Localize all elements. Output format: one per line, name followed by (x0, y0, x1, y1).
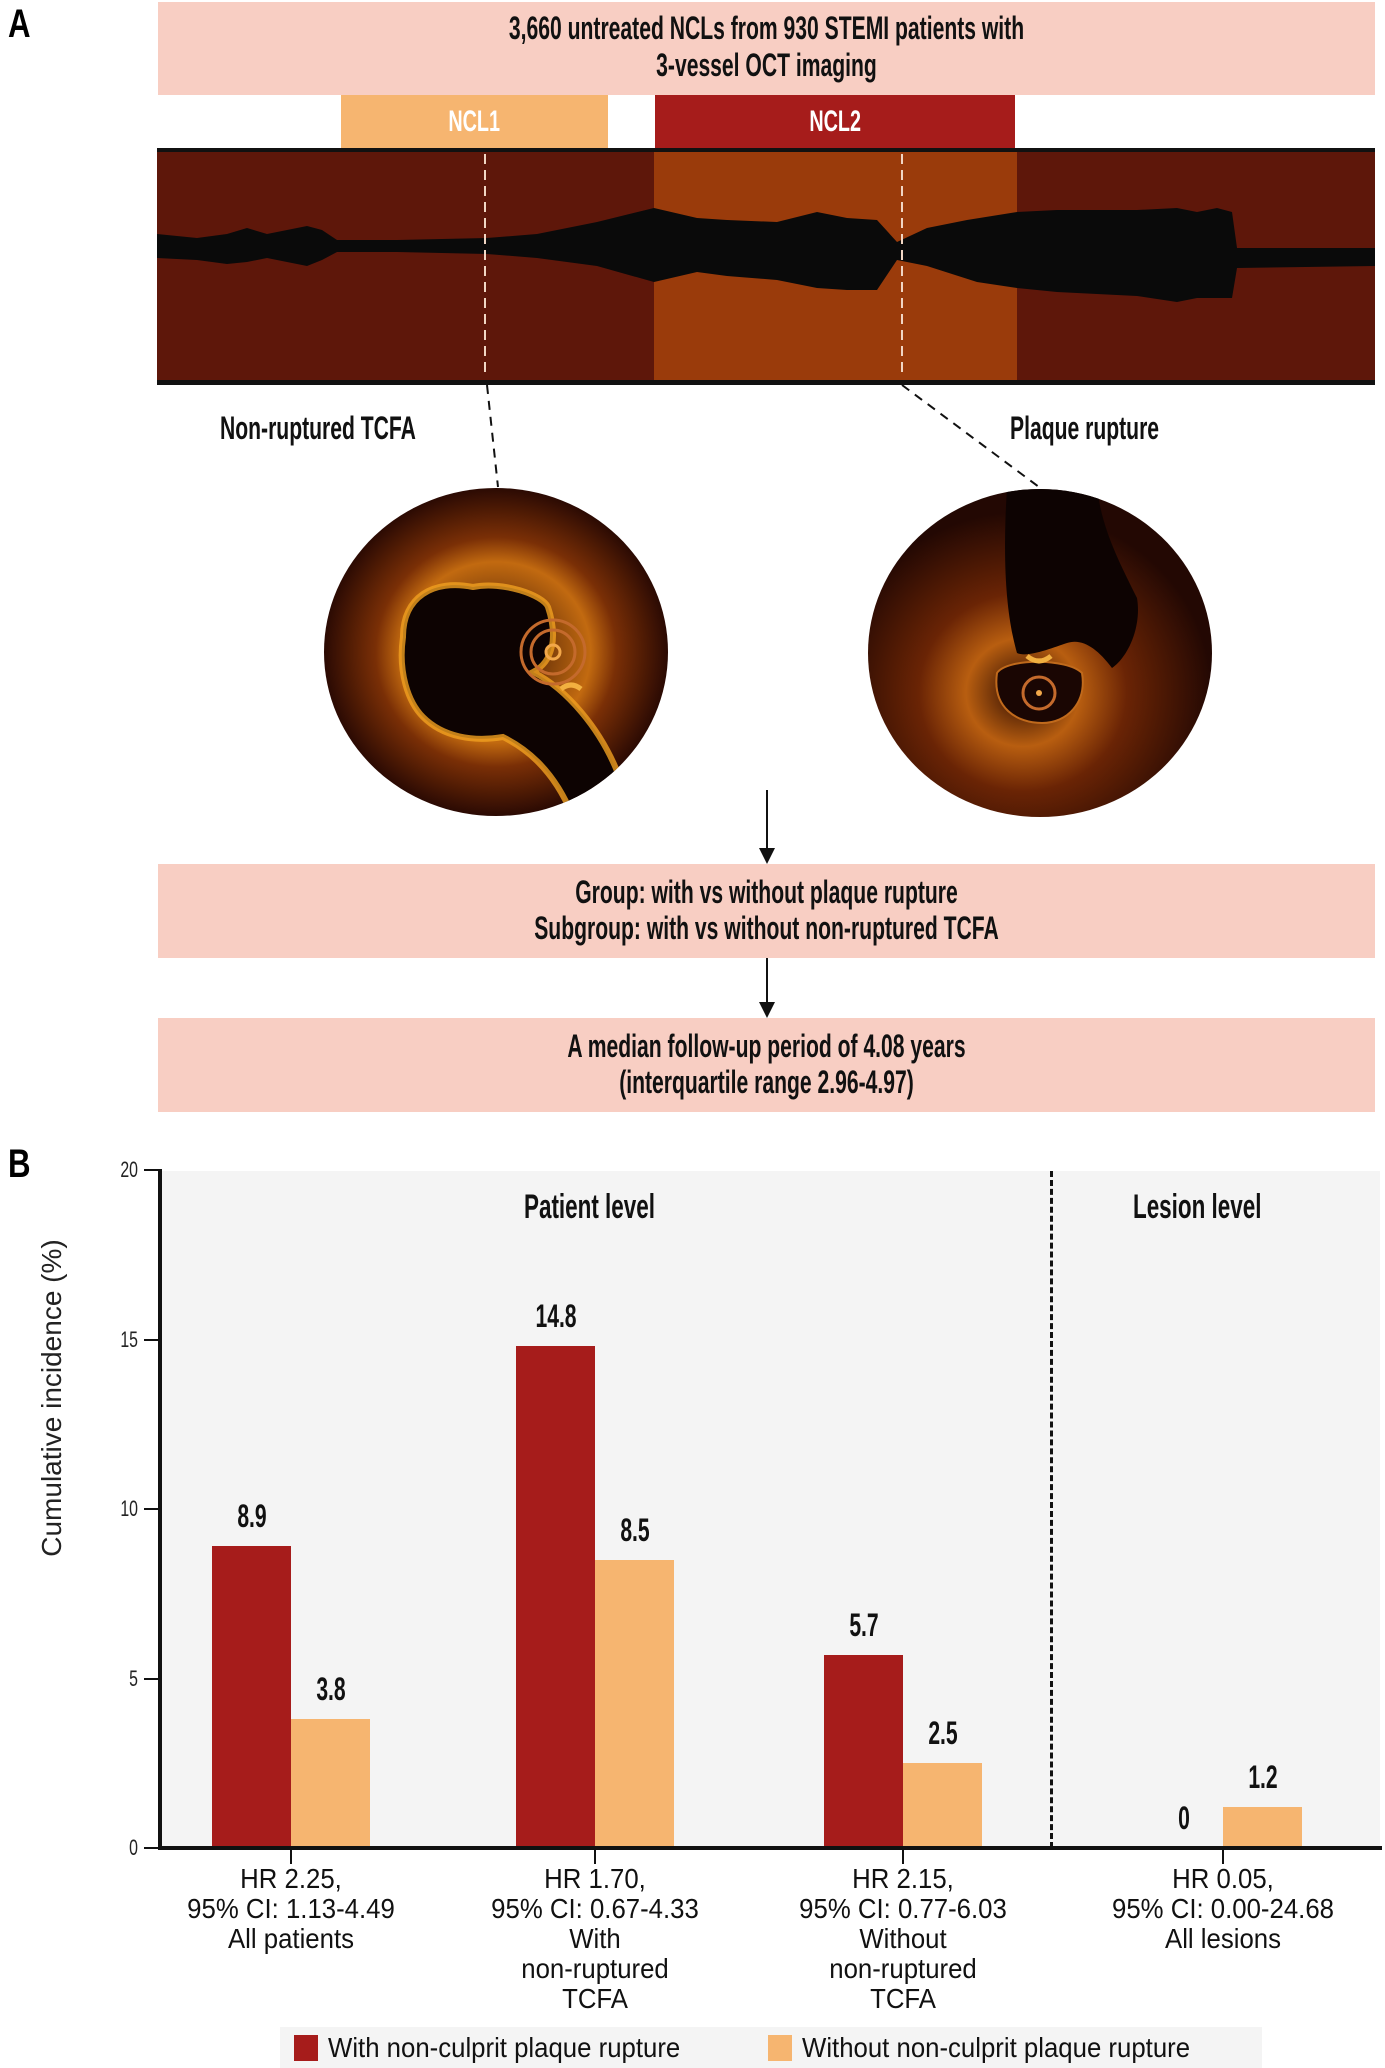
x-tick-all-lesions (1222, 1850, 1224, 1864)
y-tick-label-20: 20 (120, 1157, 138, 1182)
hr-value: HR 1.70, (544, 1863, 646, 1894)
bar-value-label: 5.7 (848, 1607, 879, 1643)
bar-value-label: 2.5 (927, 1715, 958, 1751)
oct-cross-section-rupture (868, 489, 1212, 817)
legend-swatch-orange (768, 2034, 792, 2061)
hr-value: HR 2.15, (852, 1863, 954, 1894)
panel-b-letter: B (8, 1142, 31, 1186)
legend-label-without-rupture: Without non-culprit plaque rupture (802, 2031, 1191, 2063)
hr-value: HR 2.25, (240, 1863, 342, 1894)
oct-longitudinal-pullback (157, 148, 1375, 385)
y-tick-15 (144, 1339, 160, 1341)
category-desc: All lesions (1165, 1923, 1281, 1954)
category-desc: non-ruptured (829, 1953, 977, 1984)
y-tick-label-10: 10 (120, 1496, 138, 1521)
category-desc: TCFA (870, 1983, 936, 2014)
cohort-header-line2: 3-vessel OCT imaging (656, 47, 877, 83)
bar-without-rupture-0 (291, 1719, 370, 1848)
x-tick-without-tcfa (902, 1850, 904, 1864)
grouping-box: Group: with vs without plaque rupture Su… (158, 864, 1375, 958)
cohort-header-box: 3,660 untreated NCLs from 930 STEMI pati… (158, 2, 1375, 95)
x-tick-with-tcfa (594, 1850, 596, 1864)
bar-without-rupture-1 (595, 1560, 674, 1848)
chart-legend: With non-culprit plaque rupture Without … (280, 2027, 1262, 2068)
y-axis-title: Cumulative incidence (%) (36, 1239, 67, 1557)
flow-arrow-1 (766, 790, 768, 850)
legend-item-with-rupture: With non-culprit plaque rupture (294, 2027, 711, 2068)
bar-without-rupture-2 (903, 1763, 982, 1848)
category-label-all-patients: HR 2.25, 95% CI: 1.13-4.49 All patients (158, 1864, 425, 1954)
bar-value-label: 0 (1177, 1800, 1190, 1836)
category-label-all-lesions: HR 0.05, 95% CI: 0.00-24.68 All lesions (1090, 1864, 1357, 1954)
lesion-level-label: Lesion level (1133, 1188, 1262, 1226)
y-tick-20 (144, 1169, 160, 1171)
followup-box: A median follow-up period of 4.08 years … (158, 1018, 1375, 1112)
grouping-line2: Subgroup: with vs without non-ruptured T… (534, 910, 999, 946)
y-tick-label-5: 5 (129, 1666, 138, 1691)
bar-value-label: 8.5 (619, 1512, 650, 1548)
ncl1-label: NCL1 (448, 105, 501, 138)
ncl2-label: NCL2 (809, 105, 861, 138)
bar-value-label: 8.9 (236, 1498, 267, 1534)
hr-value: HR 0.05, (1172, 1863, 1274, 1894)
flow-arrow-2 (766, 958, 768, 1004)
legend-swatch-red (294, 2034, 318, 2061)
category-desc: All patients (227, 1923, 355, 1954)
legend-label-with-rupture: With non-culprit plaque rupture (328, 2031, 681, 2063)
y-tick-label-0: 0 (129, 1835, 138, 1860)
bar-with-rupture-0 (212, 1546, 291, 1848)
bar-value-label: 1.2 (1247, 1759, 1278, 1795)
category-label-without-tcfa: HR 2.15, 95% CI: 0.77-6.03 Without non-r… (770, 1864, 1037, 2014)
ncl1-segment: NCL1 (341, 95, 608, 148)
patient-level-label: Patient level (524, 1188, 655, 1226)
oct-cross-section-tcfa (324, 488, 668, 816)
category-desc: Without (859, 1923, 947, 1954)
section-divider (1050, 1171, 1053, 1848)
ci-value: 95% CI: 0.00-24.68 (1112, 1893, 1334, 1924)
legend-item-without-rupture: Without non-culprit plaque rupture (768, 2027, 1224, 2068)
non-ruptured-tcfa-label: Non-ruptured TCFA (220, 410, 416, 446)
category-desc: TCFA (562, 1983, 628, 2014)
grouping-line1: Group: with vs without plaque rupture (575, 874, 958, 910)
cohort-header-line1: 3,660 untreated NCLs from 930 STEMI pati… (508, 10, 1025, 46)
x-tick-all-patients (290, 1850, 292, 1864)
y-tick-0 (144, 1847, 160, 1849)
bar-value-label: 14.8 (534, 1298, 577, 1334)
y-tick-10 (144, 1508, 160, 1510)
plaque-rupture-label: Plaque rupture (1010, 410, 1160, 446)
bar-with-rupture-1 (516, 1346, 595, 1848)
leader-lines (486, 384, 1040, 488)
category-label-with-tcfa: HR 1.70, 95% CI: 0.67-4.33 With non-rupt… (462, 1864, 729, 2014)
bar-with-rupture-2 (824, 1655, 903, 1848)
followup-line2: (interquartile range 2.96-4.97) (619, 1064, 914, 1100)
category-desc: With (569, 1923, 621, 1954)
ci-value: 95% CI: 0.67-4.33 (491, 1893, 699, 1924)
bar-without-rupture-3 (1223, 1807, 1302, 1848)
flow-arrow-2-head-icon (759, 1002, 775, 1018)
bar-value-label: 3.8 (315, 1671, 346, 1707)
followup-line1: A median follow-up period of 4.08 years (567, 1028, 966, 1064)
x-axis-line (158, 1846, 1382, 1850)
ci-value: 95% CI: 1.13-4.49 (187, 1893, 395, 1924)
y-tick-label-15: 15 (120, 1327, 138, 1352)
category-desc: non-ruptured (521, 1953, 669, 1984)
flow-arrow-1-head-icon (759, 848, 775, 864)
ncl2-segment: NCL2 (655, 95, 1015, 148)
panel-a-letter: A (8, 2, 31, 46)
y-tick-5 (144, 1678, 160, 1680)
y-axis-line (158, 1169, 162, 1850)
ci-value: 95% CI: 0.77-6.03 (799, 1893, 1007, 1924)
